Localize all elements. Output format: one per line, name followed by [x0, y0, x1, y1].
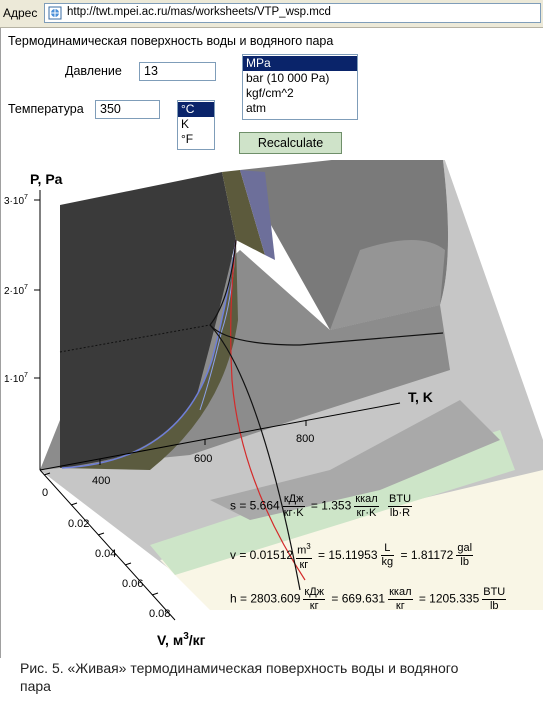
p-axis-label: P, Pa: [30, 171, 63, 187]
surface-cream-band: [160, 470, 543, 610]
t-tick-label: 800: [296, 433, 314, 445]
v-tick-mark: [151, 592, 159, 596]
address-input[interactable]: http://twt.mpei.ac.ru/mas/worksheets/VTP…: [44, 3, 541, 23]
pvt-surface-plot: P, Pa 3·107 2·107 1·107 T, K 400 600 800…: [4, 160, 543, 648]
pressure-unit-option[interactable]: bar (10 000 Pa): [246, 71, 330, 85]
t-axis-label: T, K: [408, 389, 433, 405]
address-url: http://twt.mpei.ac.ru/mas/worksheets/VTP…: [67, 6, 331, 18]
temperature-unit-list[interactable]: °C K °F: [177, 100, 215, 150]
p-tick-label: 3·107: [4, 194, 28, 207]
enthalpy-result: h = 2803.609 кДж кг = 669.631 ккал кг = 1205…: [230, 586, 507, 612]
v-tick-label: 0.08: [149, 608, 170, 620]
temperature-unit-option[interactable]: °F: [181, 132, 194, 146]
figure-caption: Рис. 5. «Живая» термодинамическая поверх…: [20, 660, 459, 694]
surface-blue-strip: [240, 170, 275, 260]
surface-two-phase-region: [60, 172, 236, 468]
v-tick-mark: [70, 502, 78, 506]
t-tick-label: 400: [92, 475, 110, 487]
v-axis-label: V, м3/кг: [157, 631, 206, 648]
temperature-unit-option[interactable]: °C: [178, 102, 214, 117]
critical-isobar: [209, 324, 444, 346]
v-tick-label: 0.02: [68, 518, 89, 530]
pressure-label: Давление: [65, 64, 122, 78]
pressure-unit-option[interactable]: MPa: [243, 56, 357, 71]
p-tick-label: 2·107: [4, 284, 28, 297]
recalculate-button[interactable]: Recalculate: [239, 132, 342, 154]
t-axis-line: [39, 402, 401, 471]
pressure-unit-option[interactable]: kgf/cm^2: [246, 86, 294, 100]
v-tick-mark: [43, 472, 51, 476]
page-icon: [48, 6, 62, 20]
temperature-unit-option[interactable]: K: [181, 117, 190, 131]
surface-liquid-region: [60, 240, 238, 470]
v-tick-label: 0.04: [95, 548, 116, 560]
temperature-label: Температура: [8, 102, 84, 116]
v-tick-label: 0.06: [122, 578, 143, 590]
temperature-input[interactable]: 350: [95, 100, 160, 119]
pressure-input[interactable]: 13: [139, 62, 216, 81]
v-tick-label: 0: [42, 487, 48, 499]
address-label: Адрес: [3, 6, 38, 20]
surface-olive-strip: [222, 170, 265, 255]
isotherm-line: [230, 239, 306, 581]
address-bar: Адрес http://twt.mpei.ac.ru/mas/workshee…: [0, 0, 543, 28]
entropy-result: s = 5.664 кДж кг·K = 1.353 ккал кг·K BTU lb·R: [230, 493, 413, 519]
t-tick-label: 600: [194, 453, 212, 465]
critical-curve: [209, 239, 301, 591]
surface-upper-light: [330, 240, 445, 330]
surface-dark-band: [210, 400, 500, 520]
pressure-unit-list[interactable]: MPa bar (10 000 Pa) kgf/cm^2 atm: [242, 54, 358, 120]
p-tick-label: 1·107: [4, 372, 28, 385]
dashed-line-left: [59, 324, 211, 353]
v-tick-mark: [124, 562, 132, 566]
page-title: Термодинамическая поверхность воды и вод…: [8, 34, 334, 48]
v-tick-mark: [97, 532, 105, 536]
pressure-unit-option[interactable]: atm: [246, 101, 267, 115]
